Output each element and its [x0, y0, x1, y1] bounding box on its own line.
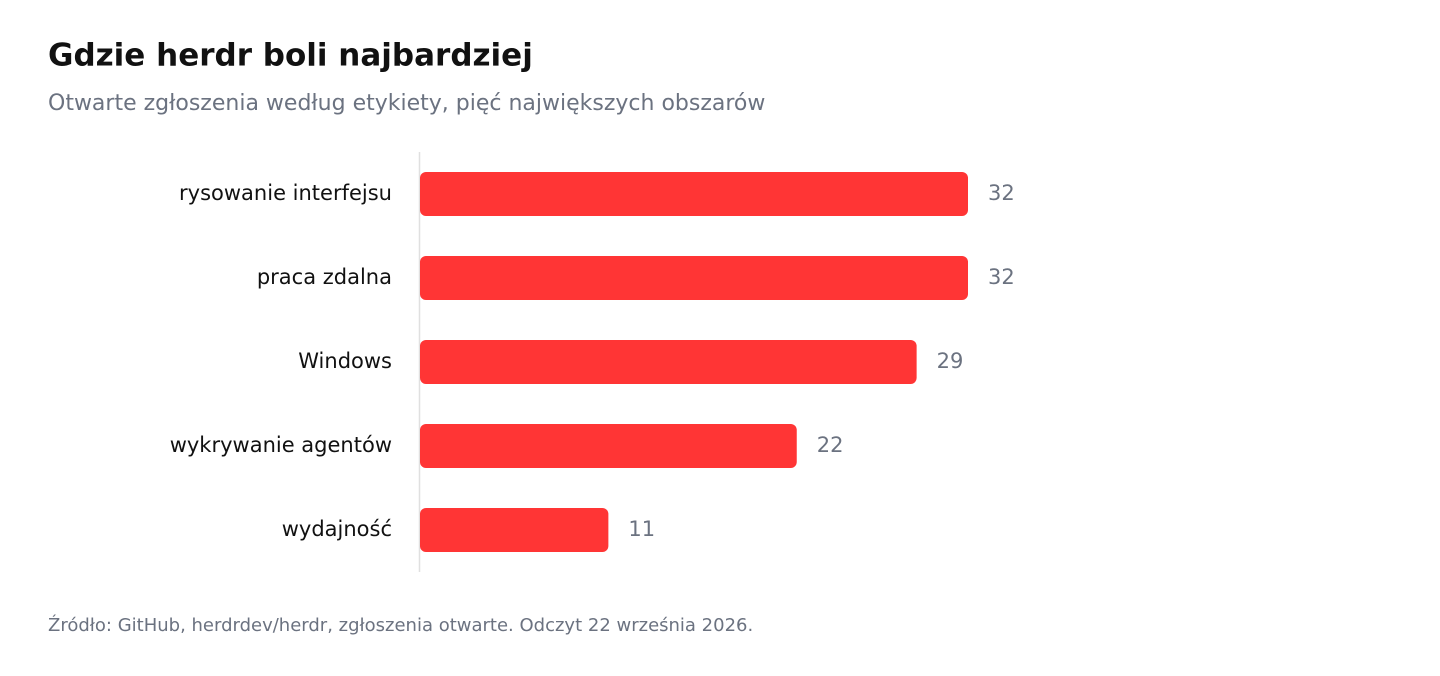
value-label: 32 — [988, 181, 1015, 205]
bar — [420, 256, 968, 300]
chart-title: Gdzie herdr boli najbardziej — [48, 38, 533, 74]
category-label: wydajność — [282, 517, 392, 541]
category-label: rysowanie interfejsu — [179, 181, 392, 205]
value-label: 29 — [937, 349, 964, 373]
value-label: 22 — [817, 433, 844, 457]
bar — [420, 508, 609, 552]
category-label: wykrywanie agentów — [170, 433, 392, 457]
bar — [420, 340, 917, 384]
category-label: praca zdalna — [257, 265, 392, 289]
chart-subtitle: Otwarte zgłoszenia według etykiety, pięć… — [48, 91, 765, 116]
category-label: Windows — [298, 349, 392, 373]
bar — [420, 424, 797, 468]
value-label: 32 — [988, 265, 1015, 289]
bar — [420, 172, 968, 216]
source-note: Źródło: GitHub, herdrdev/herdr, zgłoszen… — [48, 614, 753, 636]
value-label: 11 — [628, 517, 655, 541]
